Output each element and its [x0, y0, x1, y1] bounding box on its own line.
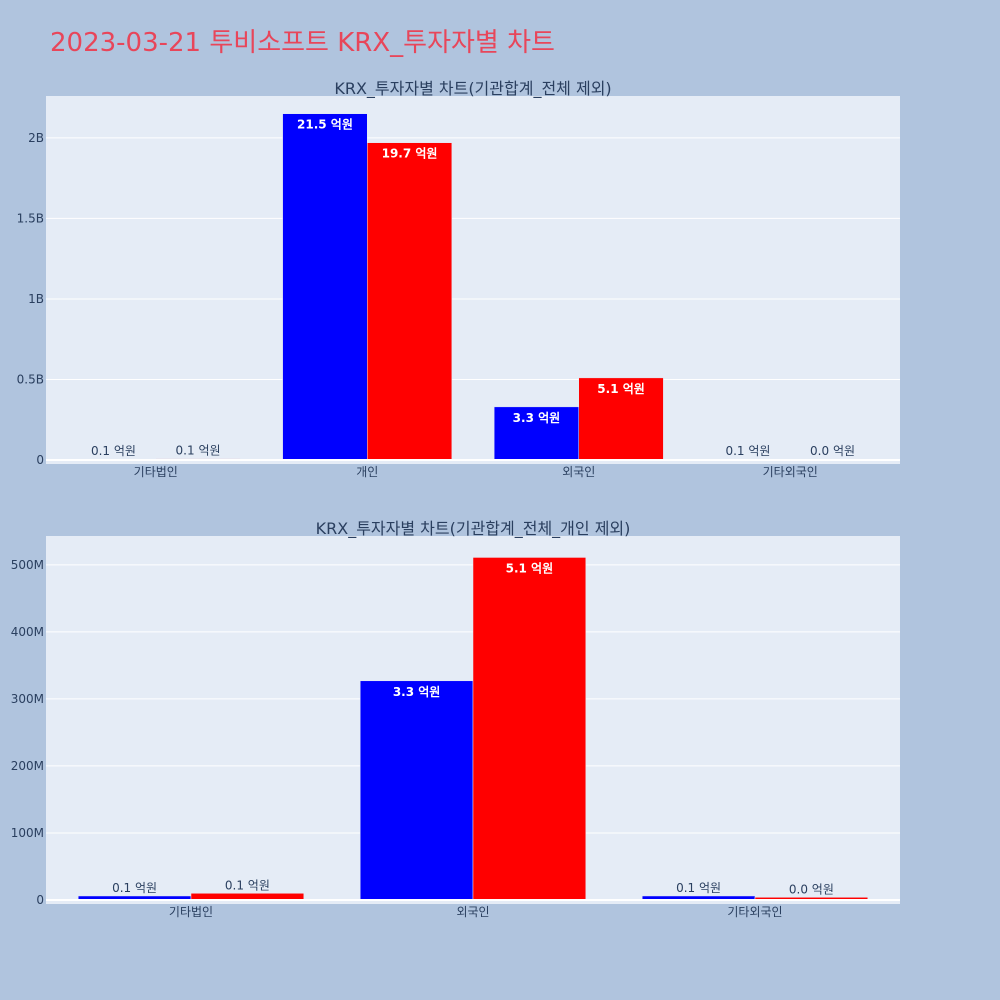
bar-value-label: 0.1 억원: [725, 444, 770, 458]
bar-value-label: 5.1 억원: [597, 382, 645, 396]
bar-2-2-1: [190, 893, 305, 901]
bar-2-1-2: [359, 680, 474, 901]
plot-area-1: [46, 96, 900, 464]
y-tick-label: 1.5B: [17, 211, 44, 225]
y-tick-label: 2B: [28, 131, 44, 145]
bar-value-label: 0.1 억원: [112, 881, 157, 895]
page-title: 2023-03-21 투비소프트 KRX_투자자별 차트: [50, 28, 555, 58]
bar-value-label: 19.7 억원: [382, 147, 438, 161]
y-tick-label: 100M: [11, 826, 44, 840]
y-tick-label: 0: [36, 453, 44, 467]
y-tick-label: 0.5B: [17, 372, 44, 386]
bar-2-2-2: [472, 557, 587, 901]
subplot-title-1: KRX_투자자별 차트(기관합계_전체 제외): [334, 79, 611, 99]
x-tick-label: 기타법인: [169, 905, 213, 919]
bar-1-2-3: [578, 377, 664, 461]
bar-value-label: 3.3 억원: [513, 411, 561, 425]
bar-value-label: 0.0 억원: [789, 882, 834, 896]
x-tick-label: 개인: [356, 465, 378, 479]
bar-value-label: 0.0 억원: [810, 444, 855, 458]
x-tick-label: 기타외국인: [763, 465, 818, 479]
bar-value-label: 0.1 억원: [176, 444, 221, 458]
bar-value-label: 3.3 억원: [393, 685, 441, 699]
bar-value-label: 21.5 억원: [297, 118, 353, 132]
y-tick-label: 400M: [11, 625, 44, 639]
y-tick-label: 200M: [11, 759, 44, 773]
y-tick-label: 300M: [11, 692, 44, 706]
bar-value-label: 0.1 억원: [91, 444, 136, 458]
subplot-title-2: KRX_투자자별 차트(기관합계_전체_개인 제외): [316, 519, 631, 539]
y-tick-label: 500M: [11, 558, 44, 572]
x-tick-label: 기타외국인: [727, 905, 782, 919]
x-tick-label: 외국인: [562, 465, 595, 479]
x-tick-label: 외국인: [456, 905, 489, 919]
bar-value-label: 0.1 억원: [676, 881, 721, 895]
y-tick-label: 1B: [28, 292, 44, 306]
bar-value-label: 5.1 억원: [506, 561, 554, 575]
bar-1-2-2: [367, 142, 453, 461]
y-tick-label: 0: [36, 893, 44, 907]
bar-1-1-2: [282, 113, 368, 461]
bar-value-label: 0.1 억원: [225, 878, 270, 892]
x-tick-label: 기타법인: [134, 465, 178, 479]
